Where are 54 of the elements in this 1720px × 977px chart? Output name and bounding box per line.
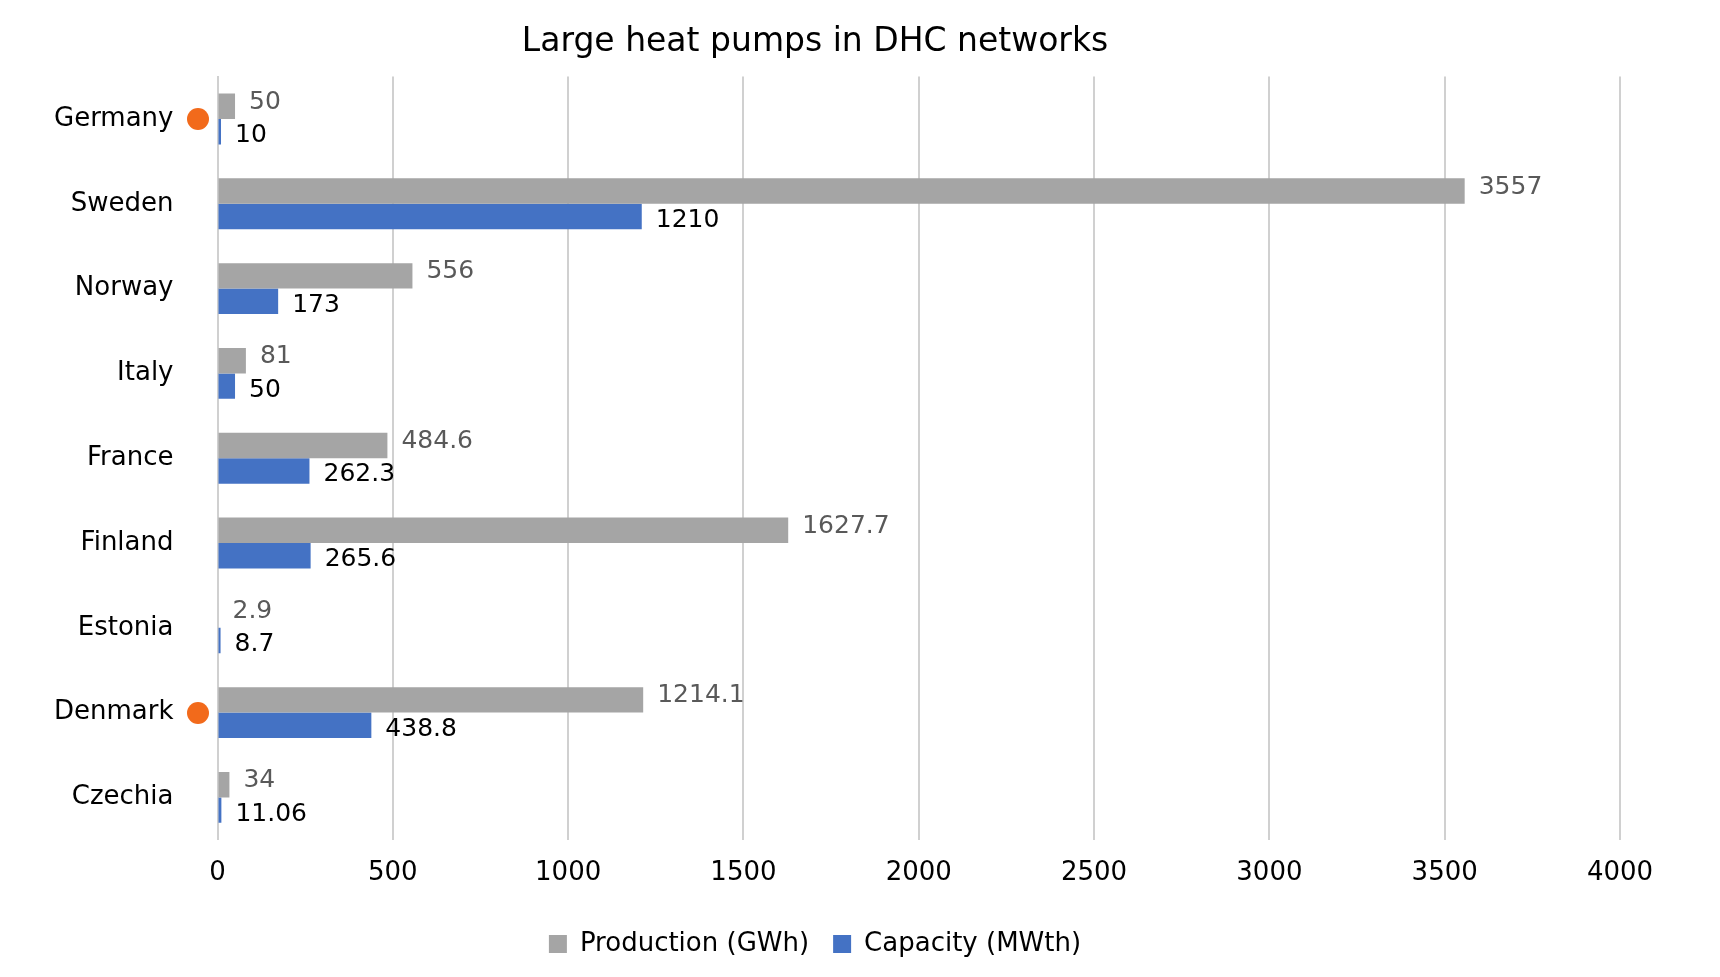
bar — [218, 263, 413, 289]
y-tick-label: Norway — [74, 271, 174, 302]
data-label: 50 — [249, 85, 281, 115]
y-tick-label: Czechia — [71, 780, 174, 811]
data-label: 3557 — [1478, 170, 1543, 200]
data-label: 81 — [259, 340, 292, 370]
y-tick-label: Finland — [80, 525, 174, 556]
data-label: 262.3 — [323, 458, 396, 488]
bar — [218, 373, 236, 399]
bar — [218, 347, 246, 374]
y-tick-label: Germany — [53, 101, 174, 132]
data-label: 438.8 — [385, 712, 457, 742]
bar — [218, 712, 372, 739]
bar — [218, 178, 1465, 204]
bar — [218, 288, 279, 315]
bar — [218, 93, 236, 119]
bar — [218, 517, 789, 543]
x-tick-label: 1000 — [535, 856, 602, 887]
legend-label: Production (GWh) — [579, 926, 810, 957]
bar — [218, 543, 311, 569]
x-tick-label: 4000 — [1586, 856, 1654, 887]
y-tick-label: France — [87, 440, 174, 471]
y-tick-label: Estonia — [77, 610, 174, 641]
data-label: 1214.1 — [657, 679, 745, 709]
bar — [218, 432, 388, 459]
data-label: 265.6 — [324, 543, 397, 573]
data-label: 484.6 — [401, 424, 473, 454]
legend-label: Capacity (MWth) — [864, 926, 1082, 957]
bar — [218, 687, 644, 713]
x-tick-label: 0 — [209, 856, 226, 887]
x-tick-label: 500 — [367, 856, 418, 887]
data-label: 50 — [249, 373, 281, 403]
data-label: 1627.7 — [802, 509, 890, 539]
bar — [218, 458, 310, 484]
bar — [218, 771, 230, 798]
bar — [218, 627, 221, 654]
y-tick-label: Italy — [117, 356, 174, 387]
x-tick-label: 2000 — [885, 856, 952, 887]
y-tick-label: Sweden — [70, 186, 174, 217]
bar — [218, 203, 642, 230]
data-label: 11.06 — [235, 797, 307, 827]
x-tick-label: 3500 — [1411, 856, 1478, 887]
data-label: 34 — [243, 764, 276, 794]
data-label: 556 — [426, 255, 475, 285]
data-label: 1210 — [655, 204, 720, 234]
x-tick-label: 2500 — [1060, 856, 1128, 887]
data-label: 2.9 — [232, 594, 273, 624]
y-tick-label: Denmark — [53, 695, 174, 726]
data-label: 8.7 — [234, 628, 275, 658]
data-label: 10 — [235, 119, 267, 149]
chart-title: Large heat pumps in DHC networks — [521, 20, 1109, 60]
x-tick-label: 3000 — [1236, 856, 1303, 887]
x-tick-label: 1500 — [710, 856, 777, 887]
data-label: 173 — [292, 288, 340, 318]
